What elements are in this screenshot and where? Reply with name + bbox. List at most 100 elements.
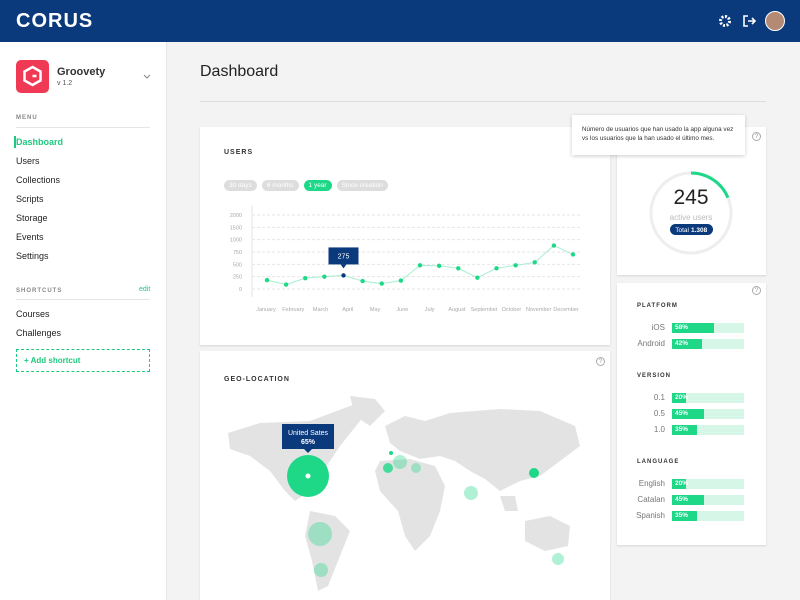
card-title: USERS [224, 149, 254, 156]
menu-item[interactable]: Scripts [16, 194, 44, 204]
page-title: Dashboard [200, 63, 279, 80]
menu-item[interactable]: Settings [16, 251, 49, 261]
range-button[interactable]: 6 months [261, 180, 299, 191]
help-icon[interactable]: ? [752, 286, 761, 295]
shortcuts-label: SHORTCUTS [16, 288, 63, 294]
data-point[interactable] [264, 277, 270, 283]
stat-name: 1.0 [653, 425, 665, 434]
stat-bar-track: 45% [672, 495, 744, 505]
total-label: Total [675, 227, 689, 234]
help-icon[interactable]: ? [596, 357, 605, 366]
y-tick-label: 250 [233, 275, 242, 281]
x-tick-label: August [448, 307, 466, 313]
x-tick-label: December [553, 307, 579, 313]
menu-item[interactable]: Events [16, 232, 44, 242]
stat-bar [672, 323, 714, 333]
data-point[interactable] [475, 275, 480, 280]
gauge-arc [690, 171, 730, 199]
stat-name: iOS [651, 323, 665, 332]
header: CORUS [0, 0, 800, 42]
menu-item[interactable]: Users [16, 156, 40, 166]
active-indicator [14, 136, 16, 148]
x-tick-label: April [342, 307, 353, 313]
stat-bar [672, 495, 705, 505]
range-button[interactable]: 1 year [303, 180, 332, 191]
y-tick-label: 500 [233, 262, 242, 268]
x-tick-label: November [526, 307, 552, 313]
stat-name: Catalan [637, 495, 665, 504]
active-users-gauge: 245 active users Total 1.308 [649, 171, 733, 255]
tooltip-value: 65% [301, 439, 316, 446]
stat-bar-track: 58% [672, 323, 744, 333]
range-button[interactable]: 30 days [224, 180, 257, 191]
menu-item[interactable]: Storage [16, 213, 48, 223]
menu-item[interactable]: Challenges [16, 328, 62, 338]
data-point[interactable] [303, 275, 308, 281]
data-point[interactable] [379, 281, 384, 286]
active-users-count: 245 [673, 186, 708, 209]
data-point[interactable] [456, 266, 461, 271]
stat-label: 35% [675, 426, 689, 433]
stat-label: 35% [675, 512, 689, 519]
edit-link[interactable]: edit [139, 286, 151, 293]
stat-bar-track: 20% [672, 479, 744, 489]
dropdown-icon[interactable] [143, 74, 151, 80]
users-chart: 2000 1500 1000 750 500 250 0 January February Mar… [230, 205, 582, 313]
x-tick-label: May [370, 307, 381, 313]
app-icon [16, 60, 49, 93]
stat-bar [672, 511, 698, 521]
data-point[interactable] [417, 263, 423, 268]
stat-label: 20% [675, 394, 689, 401]
stat-label: 42% [675, 340, 689, 347]
data-point[interactable] [398, 278, 404, 283]
data-point[interactable] [341, 273, 346, 278]
x-tick-label: June [396, 307, 408, 313]
stat-bar [672, 339, 703, 349]
stat-label: 58% [675, 324, 689, 331]
menu-item[interactable]: Collections [16, 175, 61, 185]
data-point[interactable] [494, 266, 499, 271]
card-title: GEO-LOCATION [224, 376, 290, 383]
y-tick-label: 1000 [230, 238, 242, 244]
menu-item[interactable]: Courses [16, 309, 50, 319]
data-point[interactable] [513, 263, 518, 268]
range-button[interactable]: Since creation [336, 180, 388, 191]
stat-bar [672, 409, 705, 419]
data-point[interactable] [436, 263, 442, 269]
geo-card: ? GEO-LOCATION United Sates 65% [200, 351, 610, 600]
stat-name: 0.1 [653, 393, 665, 402]
stat-bar [672, 393, 687, 403]
divider [200, 101, 766, 102]
data-point[interactable] [283, 282, 289, 287]
data-point[interactable] [360, 278, 365, 284]
stat-name: Android [637, 339, 665, 348]
avatar[interactable] [765, 11, 785, 31]
settings-icon[interactable] [718, 14, 732, 28]
app-name: Groovety [57, 66, 106, 78]
logout-icon[interactable] [742, 14, 756, 28]
stat-bar-track: 35% [672, 425, 744, 435]
stat-name: English [638, 479, 665, 488]
x-tick-label: March [313, 307, 328, 313]
data-point[interactable] [322, 274, 327, 279]
users-card: USERS 30 days 6 months 1 year Since creatio… [200, 127, 610, 345]
help-icon[interactable]: ? [752, 132, 761, 141]
y-tick-label: 1500 [230, 225, 242, 231]
stat-label: 20% [675, 480, 689, 487]
stat-bar [672, 479, 687, 489]
data-point[interactable] [551, 243, 557, 248]
stat-bar-track: 35% [672, 511, 744, 521]
menu-item[interactable]: Dashboard [16, 137, 64, 147]
y-tick-label: 0 [239, 287, 242, 293]
add-shortcut-button[interactable]: + Add shortcut [16, 349, 150, 372]
tooltip: Número de usuarios que han usado la app … [572, 115, 745, 155]
menu-label: MENU [16, 115, 38, 121]
logo[interactable]: CORUS [16, 10, 94, 32]
x-tick-label: October [502, 307, 522, 313]
data-point[interactable] [532, 260, 537, 265]
x-tick-label: February [282, 307, 304, 313]
stat-label: 45% [675, 496, 689, 503]
stat-name: Spanish [636, 511, 665, 520]
data-point[interactable] [570, 252, 576, 257]
